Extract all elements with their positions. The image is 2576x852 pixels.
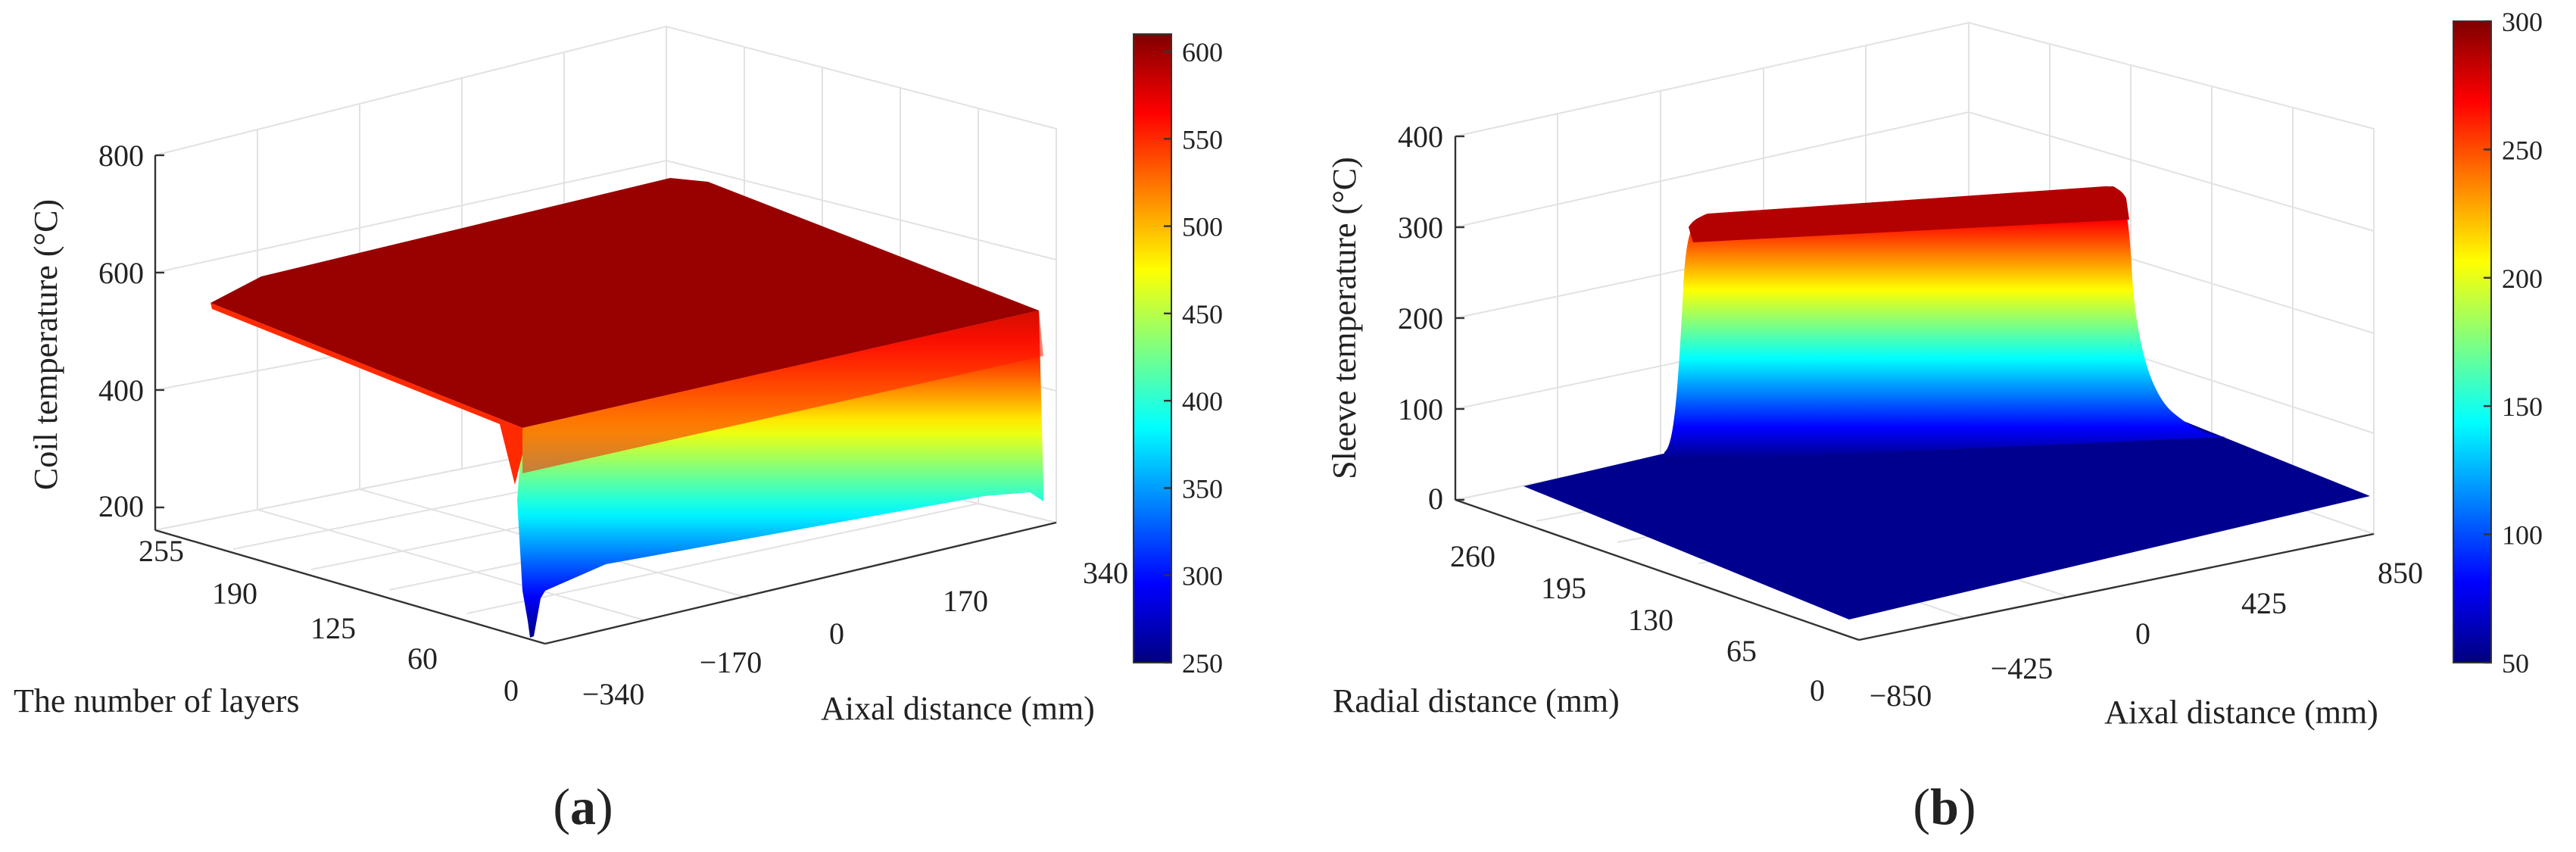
- panel-b: 400 300 200 100 0 260 195 130 65 0 −850 …: [1326, 7, 2543, 835]
- panel-b-x-tick: 425: [2241, 586, 2287, 620]
- panel-a-surface-red-rim: [522, 311, 1043, 473]
- panel-a-y-tick: 190: [212, 576, 257, 610]
- panel-b-colorbar-ticks: 50 100 150 200 250 300: [2484, 7, 2543, 679]
- panel-b-surface: [1523, 186, 2370, 619]
- panel-b-colorbar-tick-label: 300: [2502, 7, 2543, 37]
- panel-a-x-axis: [544, 521, 1057, 645]
- panel-a-z-tick: 200: [98, 489, 144, 523]
- panel-a-colorbar-tick-label: 450: [1182, 299, 1223, 329]
- panel-b-x-tick: −425: [1991, 651, 2054, 685]
- panel-a-colorbar-tick-label: 300: [1182, 561, 1223, 591]
- panel-a-colorbar-tick-label: 350: [1182, 473, 1223, 504]
- panel-a-colorbar-bar: [1133, 33, 1172, 663]
- panel-b-colorbar-tick-label: 200: [2502, 264, 2543, 294]
- panel-a-x-tick: 340: [1083, 556, 1128, 590]
- panel-b-y-tick: 65: [1726, 634, 1757, 668]
- panel-b-y-tick: 195: [1541, 571, 1586, 605]
- panel-b-y-tick: 0: [1810, 673, 1825, 707]
- panel-b-z-label: Sleeve temperature (°C): [1326, 157, 1363, 479]
- panel-a-surface-front-wall: [517, 311, 1043, 638]
- panel-b-x-tick: 0: [2135, 616, 2150, 651]
- panel-a-label: (a): [553, 778, 613, 835]
- panel-b-x-tick: 850: [2378, 556, 2423, 590]
- panel-b-z-tick: 100: [1398, 392, 1443, 426]
- panel-a-x-tick: 0: [829, 616, 844, 651]
- panel-b-surface-peak: [1664, 186, 2226, 462]
- panel-b-label: (b): [1913, 778, 1976, 835]
- panel-a-x-tick: −340: [582, 677, 645, 711]
- panel-b-colorbar-tick-label: 50: [2502, 648, 2529, 679]
- panel-b-colorbar-bar: [2453, 20, 2492, 663]
- panel-a-y-tick: 60: [407, 641, 438, 676]
- panel-b-y-axis: [1455, 498, 1860, 641]
- panel-a-x-label: Aixal distance (mm): [821, 690, 1095, 727]
- panel-a-colorbar-tick-label: 400: [1182, 386, 1223, 417]
- panel-b-x-tick: −850: [1870, 679, 1932, 713]
- panel-a-axes: 800 600 400 200 255 190 125 60 0 −340 −1…: [14, 139, 1128, 727]
- panel-b-colorbar-tick-label: 150: [2502, 392, 2543, 422]
- panel-b-colorbar-tick-label: 250: [2502, 135, 2543, 165]
- panel-a-y-tick: 125: [310, 611, 356, 645]
- panel-b-y-tick: 130: [1628, 603, 1673, 637]
- panel-a-x-tick: 170: [943, 584, 988, 618]
- panel-b-x-axis: [1858, 532, 2375, 641]
- panel-a-colorbar-tick-label: 500: [1182, 212, 1223, 242]
- panel-b-z-tick: 200: [1398, 301, 1443, 335]
- panel-b-surface-peak-top: [1689, 186, 2129, 242]
- panel-a-y-axis: [154, 529, 546, 645]
- panel-a-z-label: Coil temperature (°C): [27, 199, 64, 490]
- panel-b-x-label: Aixal distance (mm): [2104, 694, 2378, 731]
- panel-a-z-tick: 400: [98, 373, 144, 407]
- panel-a-colorbar-tick-label: 600: [1182, 37, 1223, 67]
- panel-a-y-tick: 0: [504, 673, 519, 707]
- panel-a-z-tick: 600: [98, 256, 144, 290]
- panel-a-colorbar-tick-label: 550: [1182, 124, 1223, 154]
- panel-b-z-tick: 400: [1398, 120, 1443, 154]
- panel-b-z-tick: 0: [1428, 482, 1443, 516]
- panel-a-y-label: The number of layers: [14, 682, 300, 719]
- panel-a-colorbar-tick-label: 250: [1182, 648, 1223, 679]
- panel-b-axes: 400 300 200 100 0 260 195 130 65 0 −850 …: [1326, 120, 2423, 731]
- panel-b-colorbar-tick-label: 100: [2502, 520, 2543, 551]
- panel-a-y-tick: 255: [139, 534, 184, 568]
- panel-b-label-letter: b: [1930, 778, 1959, 835]
- panel-a-colorbar: 250 300 350 400 450 500 550 600: [1133, 33, 1223, 679]
- panel-a-x-tick: −170: [700, 645, 763, 679]
- panel-a-label-letter: a: [570, 778, 596, 835]
- panel-a-surface-top: [211, 178, 1039, 428]
- panel-b-y-label: Radial distance (mm): [1333, 682, 1620, 719]
- panel-b-y-tick: 260: [1450, 539, 1495, 573]
- panel-a-surface: [211, 178, 1043, 638]
- panel-a: 800 600 400 200 255 190 125 60 0 −340 −1…: [14, 25, 1223, 835]
- panel-a-colorbar-ticks: 250 300 350 400 450 500 550 600: [1164, 37, 1223, 679]
- panel-b-z-tick: 300: [1398, 211, 1443, 245]
- panel-a-z-tick: 800: [98, 139, 144, 173]
- panel-b-colorbar: 50 100 150 200 250 300: [2453, 7, 2543, 679]
